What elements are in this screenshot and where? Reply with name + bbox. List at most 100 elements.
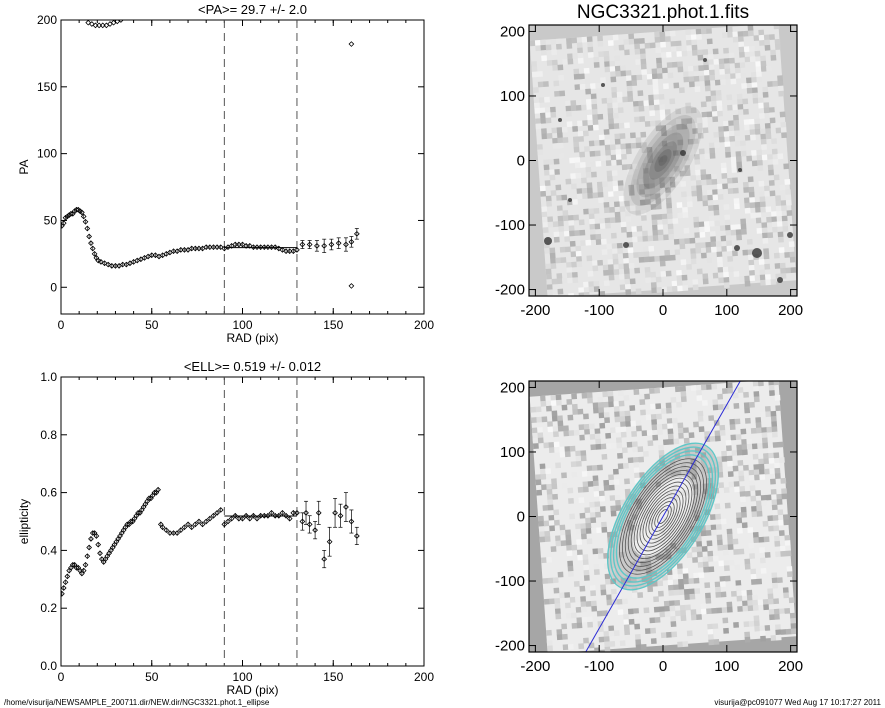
noise-pixel <box>722 549 729 556</box>
noise-pixel <box>651 214 658 221</box>
noise-pixel <box>752 97 759 104</box>
noise-pixel <box>759 39 765 46</box>
noise-pixel <box>762 442 769 449</box>
noise-pixel <box>756 427 762 434</box>
noise-pixel <box>656 146 663 153</box>
noise-pixel <box>610 71 616 78</box>
noise-pixel <box>625 216 632 223</box>
noise-pixel <box>552 143 559 149</box>
noise-pixel <box>665 187 671 194</box>
noise-pixel <box>634 43 641 50</box>
noise-pixel <box>692 128 699 134</box>
noise-pixel <box>771 494 777 501</box>
noise-pixel <box>556 278 563 285</box>
noise-pixel <box>680 391 687 397</box>
noise-pixel <box>557 215 564 222</box>
noise-pixel <box>647 79 653 85</box>
noise-pixel <box>696 185 703 192</box>
noise-pixel <box>756 227 763 234</box>
noise-pixel <box>752 381 759 387</box>
noise-pixel <box>696 395 703 402</box>
noise-pixel <box>695 247 702 254</box>
noise-pixel <box>698 221 705 228</box>
isophote-ellipse <box>606 442 720 591</box>
noise-pixel <box>593 407 599 414</box>
noise-pixel <box>728 559 735 566</box>
noise-pixel <box>552 221 559 228</box>
noise-pixel <box>735 151 742 157</box>
data-point <box>84 553 91 560</box>
noise-pixel <box>685 34 692 41</box>
noise-pixel <box>671 285 678 292</box>
noise-pixel <box>727 471 734 478</box>
noise-pixel <box>744 563 751 570</box>
noise-pixel <box>591 527 597 534</box>
noise-pixel <box>665 402 672 409</box>
noise-pixel <box>676 275 683 282</box>
noise-pixel <box>686 39 692 46</box>
noise-pixel <box>613 50 620 57</box>
noise-pixel <box>708 415 715 422</box>
noise-pixel <box>606 170 613 177</box>
noise-pixel <box>546 494 553 501</box>
noise-pixel <box>775 205 782 212</box>
noise-pixel <box>640 131 647 138</box>
noise-pixel <box>540 44 547 51</box>
x-tick-label: 0 <box>659 658 667 675</box>
noise-pixel <box>714 430 721 437</box>
noise-pixel <box>556 194 563 201</box>
noise-pixel <box>566 43 573 49</box>
noise-pixel <box>585 172 592 178</box>
noise-pixel <box>617 463 624 470</box>
noise-pixel <box>775 551 781 558</box>
noise-pixel <box>564 236 571 242</box>
noise-pixel <box>539 463 546 470</box>
noise-pixel <box>680 615 687 622</box>
noise-pixel <box>646 146 653 153</box>
noise-pixel <box>567 53 573 60</box>
data-point <box>243 512 249 519</box>
noise-pixel <box>643 607 650 614</box>
noise-pixel <box>696 33 702 40</box>
noise-pixel <box>747 30 754 37</box>
noise-pixel <box>638 256 645 263</box>
noise-pixel <box>573 580 580 587</box>
noise-pixel <box>625 70 632 77</box>
noise-pixel <box>583 637 589 644</box>
noise-pixel <box>640 560 647 567</box>
noise-pixel <box>676 45 682 52</box>
noise-pixel <box>626 441 633 448</box>
noise-pixel <box>660 192 667 199</box>
x-axis-label: RAD (pix) <box>226 331 278 345</box>
noise-pixel <box>616 598 623 605</box>
noise-pixel <box>577 486 584 493</box>
noise-pixel <box>765 206 772 213</box>
noise-pixel <box>624 488 631 495</box>
noise-pixel <box>741 522 748 529</box>
noise-pixel <box>769 190 776 197</box>
noise-pixel <box>662 218 668 225</box>
noise-pixel <box>586 36 593 43</box>
noise-pixel <box>539 112 546 119</box>
data-point <box>306 241 313 248</box>
noise-pixel <box>752 599 759 606</box>
noise-pixel <box>634 48 641 55</box>
noise-pixel <box>784 607 791 614</box>
noise-pixel <box>608 269 615 276</box>
noise-pixel <box>774 467 781 474</box>
noise-pixel <box>747 600 754 606</box>
noise-pixel <box>708 566 715 573</box>
noise-pixel <box>593 563 600 570</box>
image-panel-3: -200 -100 0 100 200-200-1000100200NGC3321.ph… <box>495 2 803 319</box>
noise-pixel <box>733 548 740 555</box>
noise-pixel <box>664 109 671 116</box>
noise-pixel <box>572 409 579 415</box>
noise-pixel <box>570 183 577 190</box>
noise-pixel <box>688 71 695 77</box>
noise-pixel <box>721 245 728 252</box>
noise-pixel <box>746 594 753 601</box>
noise-pixel <box>644 120 651 127</box>
noise-pixel <box>655 481 662 488</box>
noise-pixel <box>601 610 608 617</box>
noise-pixel <box>651 424 658 431</box>
